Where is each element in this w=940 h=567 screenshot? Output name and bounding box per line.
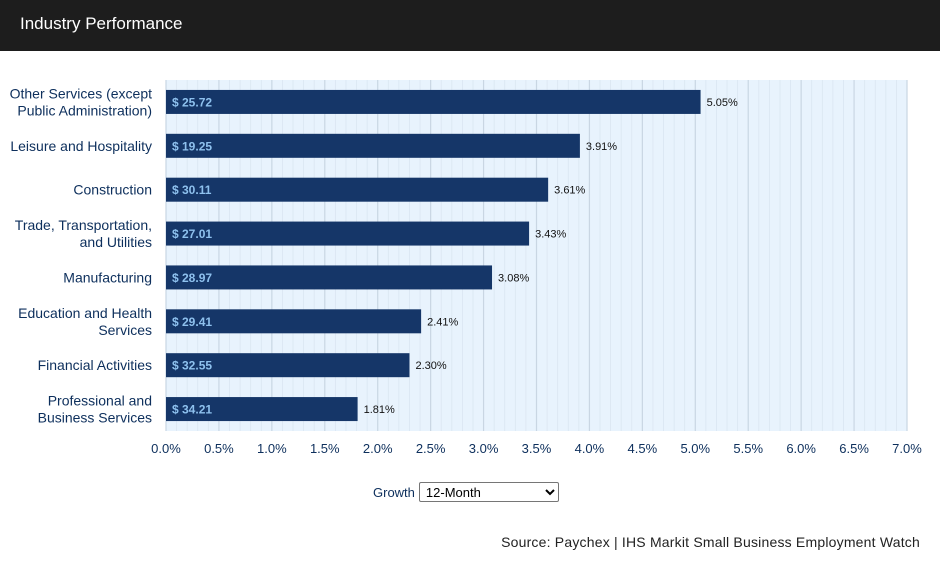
data-label: 5.05% [707, 97, 738, 109]
data-label: 3.91% [586, 141, 617, 153]
bar [166, 397, 358, 422]
data-label: 3.43% [535, 229, 566, 241]
x-tick-label: 3.0% [469, 441, 499, 456]
bar [166, 265, 493, 290]
category-label: Financial Activities [38, 357, 152, 373]
category-label-line: Public Administration) [17, 102, 152, 118]
bar-inner-label: $ 32.55 [172, 359, 212, 373]
x-tick-label: 3.5% [522, 441, 552, 456]
category-label-line: Other Services (except [10, 85, 152, 101]
bar [166, 89, 701, 114]
category-label-line: Trade, Transportation, [15, 217, 152, 233]
x-tick-label: 0.0% [151, 441, 181, 456]
bar [166, 353, 410, 378]
x-tick-label: 6.5% [839, 441, 869, 456]
page-title: Industry Performance [20, 14, 183, 33]
bar-inner-label: $ 27.01 [172, 227, 212, 241]
category-label: Manufacturing [63, 269, 152, 285]
growth-control: Growth 12-Month [373, 482, 559, 502]
category-label-line: and Utilities [80, 234, 152, 250]
data-label: 2.41% [427, 316, 458, 328]
bar [166, 133, 580, 158]
x-tick-label: 2.0% [363, 441, 393, 456]
category-label-line: Business Services [38, 410, 152, 426]
growth-label: Growth [373, 484, 415, 500]
bar [166, 177, 549, 202]
x-tick-label: 7.0% [892, 441, 922, 456]
x-tick-label: 1.0% [257, 441, 287, 456]
category-label-line: Financial Activities [38, 357, 152, 373]
growth-period-select[interactable]: 12-Month [418, 482, 559, 502]
x-tick-label: 6.0% [786, 441, 816, 456]
x-tick-label: 4.5% [628, 441, 658, 456]
category-label: Other Services (except Public Administrat… [10, 85, 152, 118]
data-label: 1.81% [364, 404, 395, 416]
bar [166, 221, 530, 246]
bar-inner-label: $ 28.97 [172, 271, 212, 285]
category-label-line: Education and Health [18, 305, 152, 321]
data-label: 3.08% [498, 272, 529, 284]
bar-chart: 0.0% 0.5% 1.0% 1.5% 2.0% 2.5% 3.0% 3.5% 4.0% 4.5%… [10, 80, 922, 456]
bar [166, 309, 422, 334]
bar-inner-label: $ 29.41 [172, 315, 212, 329]
data-label: 3.61% [554, 185, 585, 197]
x-tick-label: 5.5% [733, 441, 763, 456]
x-tick-label: 4.0% [575, 441, 605, 456]
category-label-line: Construction [73, 182, 152, 198]
x-tick-label: 2.5% [416, 441, 446, 456]
header-bar: Industry Performance [0, 0, 940, 51]
bar-inner-label: $ 19.25 [172, 139, 212, 153]
data-label: 2.30% [415, 360, 446, 372]
category-label-line: Professional and [48, 393, 152, 409]
category-label: Professional and Business Services [38, 393, 152, 426]
x-tick-label: 5.0% [680, 441, 710, 456]
bar-inner-label: $ 25.72 [172, 95, 212, 109]
category-label-line: Services [98, 322, 152, 338]
bar-inner-label: $ 34.21 [172, 403, 212, 417]
category-label-line: Manufacturing [63, 269, 152, 285]
category-label: Trade, Transportation, and Utilities [15, 217, 152, 250]
x-tick-label: 1.5% [310, 441, 340, 456]
x-tick-label: 0.5% [204, 441, 234, 456]
category-label-line: Leisure and Hospitality [10, 138, 152, 154]
category-label: Leisure and Hospitality [10, 138, 152, 154]
category-label: Construction [73, 182, 152, 198]
category-label: Education and Health Services [18, 305, 152, 338]
bar-inner-label: $ 30.11 [172, 183, 212, 197]
source-note: Source: Paychex | IHS Markit Small Busin… [501, 534, 920, 550]
